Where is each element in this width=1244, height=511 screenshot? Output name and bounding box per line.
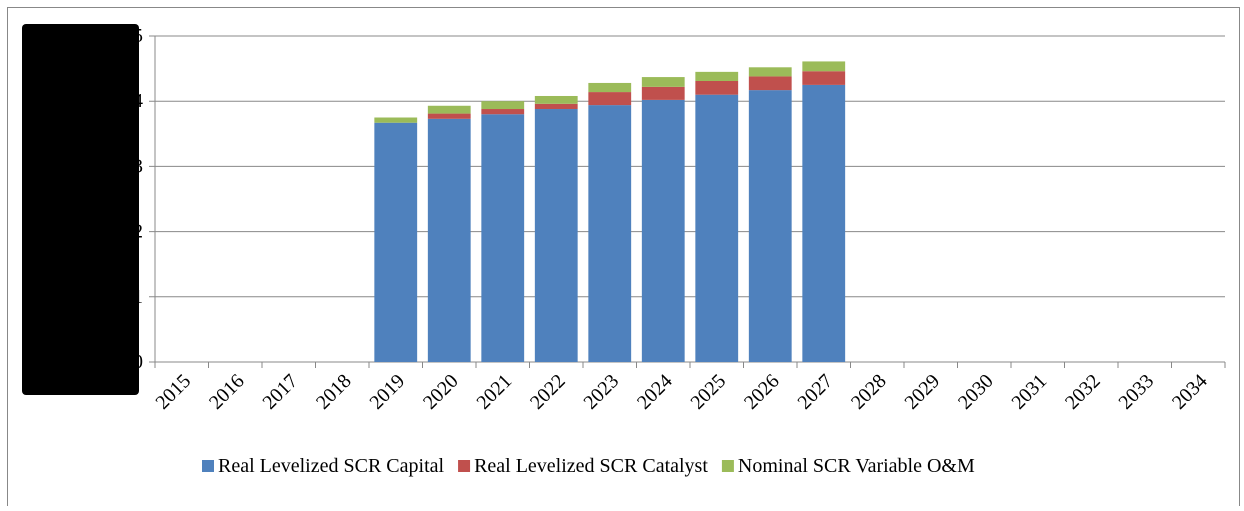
bar-segment: [802, 71, 846, 85]
bar-segment: [588, 92, 632, 106]
bar-segment: [534, 95, 578, 104]
bar-segment: [427, 105, 471, 114]
bar-segment: [374, 117, 418, 123]
bar-segment: [695, 71, 739, 81]
bar-segment: [534, 103, 578, 110]
bar-segment: [695, 94, 739, 363]
bar-segment: [802, 84, 846, 363]
legend-label: Real Levelized SCR Catalyst: [474, 455, 708, 477]
redaction-box: [22, 24, 139, 395]
bar-segment: [481, 101, 525, 110]
bar-segment: [374, 122, 418, 362]
bar-segment: [534, 109, 578, 362]
legend-label: Real Levelized SCR Capital: [218, 455, 444, 477]
legend-swatch: [458, 460, 471, 472]
bar-segment: [481, 109, 525, 115]
bar-segment: [588, 105, 632, 362]
bar-segment: [748, 76, 792, 91]
legend-swatch: [721, 460, 734, 472]
bar-segment: [641, 86, 685, 100]
legend-label: Nominal SCR Variable O&M: [738, 455, 975, 477]
bar-segment: [641, 77, 685, 87]
bar-segment: [802, 61, 846, 72]
bar-segment: [481, 114, 525, 363]
bar-segment: [588, 82, 632, 93]
bar-segment: [427, 113, 471, 119]
bar-segment: [695, 80, 739, 95]
legend-swatch: [202, 460, 214, 472]
bar-segment: [748, 67, 792, 77]
bar-segment: [641, 99, 685, 363]
bar-segment: [748, 90, 792, 362]
bar-segment: [427, 118, 471, 362]
